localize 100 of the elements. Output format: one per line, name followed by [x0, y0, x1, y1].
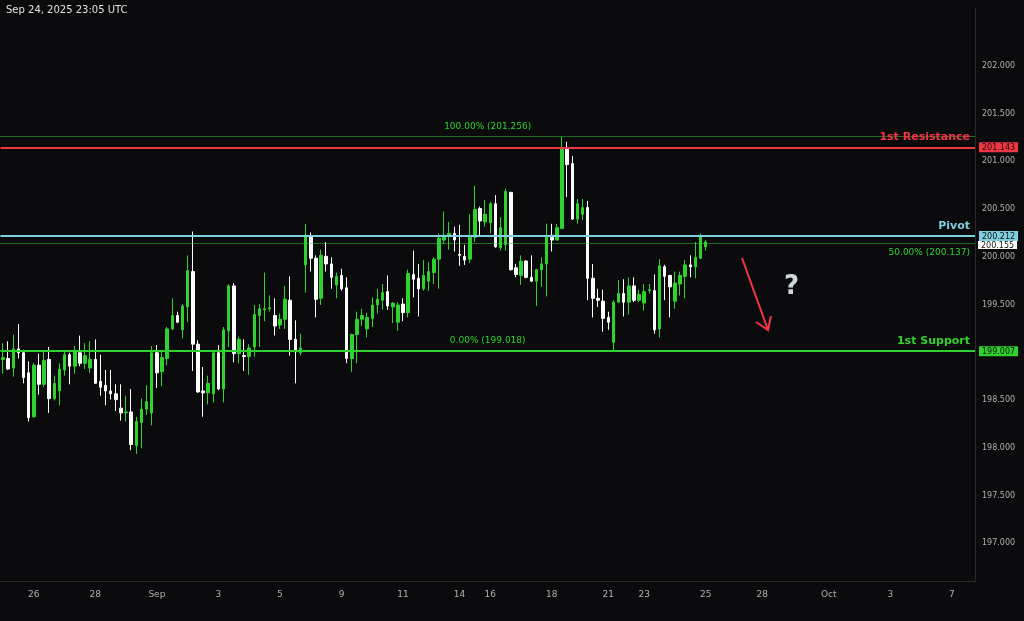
candlestick: [540, 256, 543, 288]
candlestick: [78, 335, 82, 367]
candlestick: [22, 349, 25, 384]
candlestick: [217, 344, 220, 391]
y-tick-label: 200.212: [982, 231, 1016, 241]
y-tick-label: 199.007: [982, 346, 1016, 356]
x-tick-label: Oct: [821, 588, 838, 599]
candlestick: [406, 269, 410, 318]
candlestick: [94, 338, 97, 384]
candlestick: [663, 264, 666, 301]
candlestick: [422, 259, 425, 292]
annotation: ?: [784, 270, 800, 300]
candlestick: [109, 369, 112, 401]
candlestick: [489, 201, 492, 234]
ref-line-label: 1st Resistance: [879, 130, 970, 144]
candlestick: [601, 289, 605, 333]
candlestick: [617, 279, 620, 303]
candlestick: [417, 263, 420, 317]
candlestick: [668, 274, 672, 318]
candlestick: [494, 194, 497, 249]
candlestick: [27, 360, 30, 423]
candlestick: [99, 354, 102, 397]
x-tick-label: 9: [338, 588, 345, 599]
ref-line-label: 100.00% (201.256): [444, 121, 532, 132]
ref-line-label: 1st Support: [896, 333, 970, 347]
text: 200.155: [981, 240, 1015, 250]
candlestick: [263, 272, 266, 322]
candlestick: [129, 388, 133, 451]
candlestick: [140, 398, 143, 449]
candlestick: [463, 244, 466, 266]
x-tick-label: 18: [546, 588, 558, 599]
candlestick: [135, 416, 138, 455]
candlestick: [206, 375, 210, 405]
candlestick: [381, 283, 384, 311]
candlestick: [386, 274, 389, 311]
candlestick: [571, 155, 574, 221]
candlestick: [176, 311, 179, 324]
candlestick: [32, 362, 36, 419]
y-tick-label: 197.000: [982, 538, 1016, 548]
candlestick: [632, 276, 636, 303]
candlestick: [186, 254, 189, 323]
x-tick-label: 11: [397, 588, 409, 599]
candlestick: [689, 254, 692, 278]
candlestick: [401, 297, 405, 322]
candlestick: [371, 296, 374, 328]
candlestick: [258, 303, 261, 348]
candlestick: [427, 261, 430, 292]
x-tick-label: 5: [277, 588, 283, 599]
candlestick: [330, 256, 333, 290]
candlestick: [653, 273, 656, 335]
candlestick: [294, 319, 297, 384]
candlestick: [607, 311, 610, 331]
candlestick: [586, 200, 589, 301]
candlestick: [47, 346, 51, 414]
y-tick-label: 198.000: [982, 442, 1016, 452]
candlestick: [658, 258, 661, 338]
y-tick-label: 201.500: [982, 108, 1016, 118]
candlestick: [519, 254, 523, 286]
candlestick: [530, 254, 533, 283]
y-tick-label: 201.143: [982, 142, 1016, 152]
candlestick: [37, 353, 41, 396]
candlestick: [181, 303, 184, 339]
ref-line-label: 50.00% (200.137): [888, 247, 970, 258]
x-tick-label: 21: [602, 588, 614, 599]
candlestick: [58, 362, 61, 406]
x-tick-label: 3: [215, 588, 222, 599]
y-tick-label: 197.500: [982, 490, 1016, 500]
x-tick-label: 26: [28, 588, 40, 599]
x-tick-label: Sep: [148, 588, 166, 599]
y-tick-label: 199.500: [982, 299, 1016, 309]
candlestick: [119, 383, 123, 422]
candlestick: [6, 340, 10, 371]
ref-line-label: 0.00% (199.018): [449, 335, 526, 346]
candlestick: [335, 272, 338, 299]
candlestick: [53, 375, 56, 402]
y-tick-label: 200.500: [982, 204, 1016, 214]
x-tick-label: 25: [699, 588, 712, 599]
x-tick-label: 23: [638, 588, 650, 599]
candlestick: [340, 268, 343, 292]
y-tick-label: 200.000: [982, 251, 1016, 261]
candlestick: [288, 275, 292, 357]
candlestick: [622, 278, 625, 317]
candlestick: [345, 276, 348, 364]
x-tick-label: 28: [756, 588, 769, 599]
x-tick-label: 16: [484, 588, 497, 599]
y-tick-label: 201.000: [982, 156, 1016, 166]
candlestick: [155, 344, 159, 389]
x-tick-label: 7: [949, 588, 955, 599]
candlestick: [412, 250, 415, 298]
candlestick: [114, 383, 118, 412]
x-tick-label: 14: [453, 588, 466, 599]
y-tick-label: 202.000: [982, 60, 1016, 70]
candlestick: [565, 141, 569, 198]
candlestick: [324, 241, 328, 273]
annotation: Sep 24, 2025 23:05 UTC: [6, 3, 128, 15]
x-tick-label: 28: [89, 588, 102, 599]
candlestick: [124, 395, 128, 423]
candlestick: [483, 199, 487, 228]
candlestick: [273, 297, 277, 337]
candlestick: [478, 206, 482, 237]
